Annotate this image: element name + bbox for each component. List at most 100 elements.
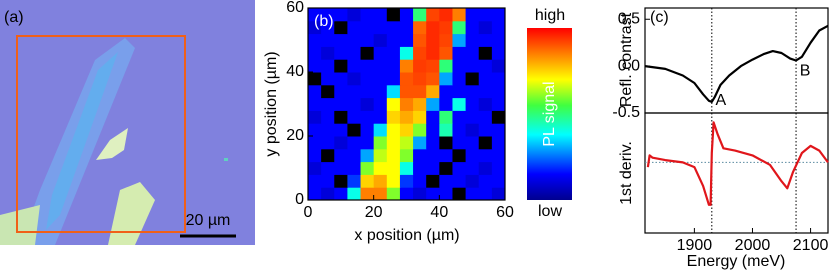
heatmap-cell [465,187,480,201]
heatmap-cell [386,59,401,73]
heatmap-cell [426,8,440,22]
heatmap-cell [491,59,506,73]
heatmap-cell [413,110,427,124]
heatmap-cell [347,187,362,201]
heatmap-cell [386,20,401,35]
data-line [646,121,829,206]
heatmap-cell [360,72,375,86]
heatmap-cell [360,97,375,111]
heatmap-cell [491,46,506,60]
heatmap-cell [413,84,427,99]
heatmap-cell [334,136,348,150]
heatmap-cell [478,59,493,73]
heatmap-cell [426,123,440,137]
heatmap-cell [321,84,335,99]
x-tick-label: 40 [430,204,448,221]
heatmap-cell [452,97,467,111]
y-axis-label: 1st deriv. [618,141,635,205]
colorbar-high: high [535,7,565,24]
heatmap-cell [386,72,401,86]
heatmap-cell [426,136,440,150]
y-tick-label: 40 [286,63,304,80]
heatmap-cell [465,84,480,99]
annotation: B [800,63,811,80]
x-tick-label: 0 [304,204,313,221]
heatmap-cell [439,46,453,60]
heatmap-cell [439,84,453,99]
heatmap-cell [347,148,362,163]
colorbar-low: low [538,203,562,220]
scale-bar-label: 20 µm [186,212,231,229]
heatmap-cell [439,8,453,22]
heatmap-cell [308,148,322,163]
heatmap-cell [360,161,375,175]
heatmap-cell [373,148,388,163]
heatmap-cell [399,84,414,99]
x-axis-label: x position (µm) [354,227,459,244]
heatmap-cell [426,161,440,175]
heatmap-cell [386,148,401,163]
heatmap-cell [439,187,453,201]
heatmap-cell [452,33,467,47]
heatmap-cell [334,72,348,86]
heatmap-cell [413,148,427,163]
heatmap-cell [439,110,453,124]
heatmap-cell [334,123,348,137]
heatmap-cell [321,123,335,137]
heatmap-cell [452,148,467,163]
heatmap-cell [439,148,453,163]
heatmap-cell [478,161,493,175]
heatmap-cell [413,174,427,188]
x-tick-label: 1900 [677,237,713,254]
heatmap-cell [452,46,467,60]
heatmap-cell [399,148,414,163]
heatmap-cell [478,123,493,137]
heatmap-cell [491,148,506,163]
heatmap-cell [465,136,480,150]
heatmap-cell [373,8,388,22]
heatmap-cell [413,59,427,73]
heatmap-cell [360,110,375,124]
heatmap-cell [478,33,493,47]
data-line [644,24,829,103]
heatmap-cell [347,33,362,47]
heatmap-cell [491,33,506,47]
heatmap-cell [439,59,453,73]
heatmap-cell [308,161,322,175]
heatmap-cell [465,161,480,175]
heatmap-cell [360,148,375,163]
heatmap-cell [491,123,506,137]
heatmap-cell [308,187,322,201]
heatmap-cell [334,33,348,47]
panel-label: (a) [4,9,24,26]
heatmap-cell [478,8,493,22]
heatmap-cell [321,136,335,150]
heatmap-cell [334,8,348,22]
heatmap-cell [478,187,493,201]
heatmap-cell [373,136,388,150]
heatmap-cell [452,161,467,175]
heatmap-cell [426,20,440,35]
heatmap-cell [373,33,388,47]
heatmap-cell [321,110,335,124]
heatmap-cell [399,174,414,188]
plot-frame [644,7,829,114]
heatmap-cell [347,97,362,111]
y-tick-label: -0.5 [612,104,640,121]
heatmap-cell [308,84,322,99]
heatmap-cell [478,110,493,124]
heatmap-cell [491,174,506,188]
heatmap-cell [478,20,493,35]
heatmap-cell [465,123,480,137]
heatmap-cell [491,110,506,124]
panel-label: (c) [650,9,669,26]
heatmap-cell [360,8,375,22]
heatmap-cell [491,8,506,22]
heatmap-cell [386,46,401,60]
heatmap-cell [491,97,506,111]
heatmap-cell [321,187,335,201]
heatmap-cell [334,84,348,99]
y-tick-label: 0.5 [618,10,640,27]
heatmap-cell [386,8,401,22]
heatmap-cell [399,8,414,22]
